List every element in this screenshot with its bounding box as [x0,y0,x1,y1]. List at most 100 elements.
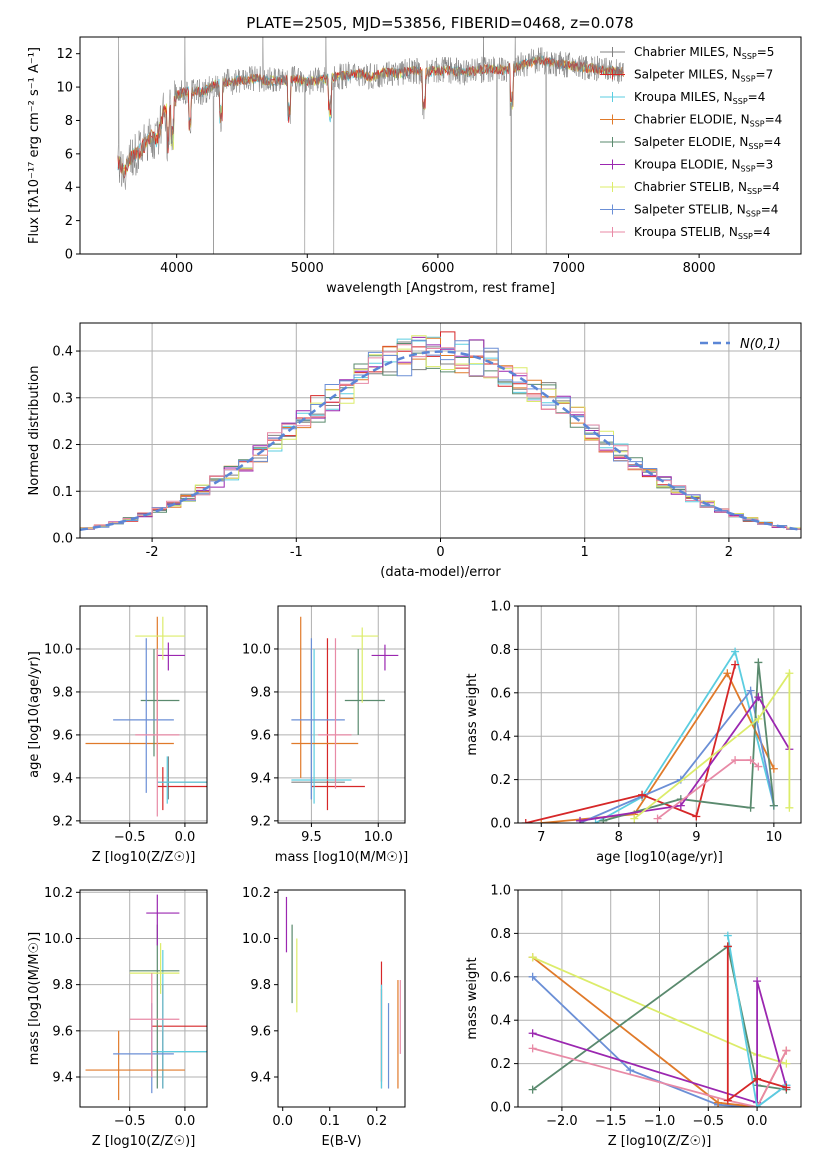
weight-line [726,935,787,1107]
y-tick-label: 6 [65,147,73,162]
x-axis-label: Z [log10(Z/Z☉)] [92,1134,196,1149]
weight-line [726,946,787,1103]
x-axis-label: wavelength [Angstrom, rest frame] [326,281,555,296]
weight-marker [626,1066,635,1075]
x-tick-label: 0.0 [175,830,196,845]
x-tick-label: 0 [436,545,444,560]
panel-weight_vs_Z: −2.0 −1.5 −1.0 −0.5 0.0 0.0 0.2 0.4 0.6 0.8 1.0 Z [… [465,884,802,1149]
weight-marker [521,819,530,823]
figure-title: PLATE=2505, MJD=53856, FIBERID=0468, z=0… [246,14,633,32]
x-tick-label: 0.0 [747,1114,768,1129]
y-tick-label: 0.2 [52,438,73,453]
y-tick-label: 1.0 [490,884,511,899]
y-tick-label: 4 [65,181,73,196]
y-tick-label: 0.4 [52,345,73,360]
y-tick-label: 0.6 [490,970,511,985]
weight-line [579,695,791,822]
x-tick-label: −0.5 [693,1114,725,1129]
x-tick-label: 6000 [421,261,454,276]
y-tick-label: 0.0 [52,532,73,547]
panel-mass_vs_EBV: 0.0 0.1 0.2 9.4 9.6 9.8 10.0 10.2 E(B-V) [242,886,406,1149]
weight-marker [746,803,755,812]
y-tick-label: 10.2 [242,886,271,901]
y-axis-label: mass weight [465,673,480,755]
y-axis-label: Normed distribution [27,366,42,496]
weight-marker [528,1029,537,1038]
x-tick-label: 1 [581,545,589,560]
panel-weight_vs_age: 7 8 9 10 0.0 0.2 0.4 0.6 0.8 1.0 age [log10(age/yr… [465,600,802,865]
weight-marker [591,819,600,823]
y-tick-label: 10.0 [242,642,271,657]
y-tick-label: 0.2 [490,1057,511,1072]
weight-marker [528,972,537,981]
weight-line [657,759,759,820]
y-tick-label: 9.8 [52,978,73,993]
histogram-series [80,344,801,532]
y-tick-label: 0.8 [490,643,511,658]
weight-marker [576,816,585,823]
y-tick-label: 0.3 [52,391,73,406]
weight-marker [753,977,762,986]
y-tick-label: 0.6 [490,686,511,701]
y-tick-label: 0.0 [490,1101,511,1116]
x-tick-label: -1 [290,545,303,560]
weight-marker [746,686,755,695]
y-tick-label: 10.0 [242,932,271,947]
weight-marker [782,1059,791,1068]
y-tick-label: 9.6 [52,1024,73,1039]
y-tick-label: 10.2 [44,886,73,901]
weight-marker [769,764,778,773]
y-tick-label: 0.1 [52,485,73,500]
axes-frame [277,889,406,1108]
panel-residuals: -2 -1 0 1 2 0.0 0.1 0.2 0.3 0.4 (data-model)/error… [27,322,802,580]
y-tick-label: 0.4 [490,1014,511,1029]
weight-marker [754,658,763,667]
weight-marker [731,660,740,669]
x-tick-label: −2.0 [546,1114,578,1129]
weight-marker [528,1044,537,1053]
axes-frame [277,605,406,824]
weight-line [603,662,775,822]
x-tick-label: 4000 [160,261,193,276]
legend-entry: Chabrier ELODIE, NSSP=4 [634,113,782,129]
y-tick-label: 0.4 [490,730,511,745]
panel-mass_vs_Z: −0.5 0.0 9.4 9.6 9.8 10.0 10.2 Z [log10(Z/Z☉)] m… [27,886,208,1149]
weight-marker [537,819,546,823]
y-tick-label: 8 [65,114,73,129]
y-tick-label: 0.2 [490,773,511,788]
weight-marker [723,1096,732,1105]
x-tick-label: 0.2 [366,1114,387,1129]
y-tick-label: 0 [65,248,73,263]
y-tick-label: 9.2 [52,814,73,829]
weight-marker [653,814,662,823]
weight-marker [723,669,732,678]
y-tick-label: 0.8 [490,927,511,942]
plot-layer: 4000 5000 6000 7000 8000024681012wavelength … [27,36,802,1149]
x-tick-label: 10.0 [364,830,393,845]
axes-frame [79,605,208,824]
panel-age_vs_Z: −0.5 0.0 9.2 9.4 9.6 9.8 10.0 Z [log10(Z/Z☉)] ag… [27,605,208,865]
weight-line [579,688,775,823]
y-tick-label: 9.8 [250,685,271,700]
weight-marker [630,814,639,823]
legend-entry: Kroupa ELODIE, NSSP=3 [634,158,773,174]
x-tick-label: 7 [537,830,545,845]
y-axis-label: mass [log10(M/M☉)] [27,932,42,1065]
weight-marker [723,942,732,951]
legend: Chabrier MILES, NSSP=5 Salpeter MILES, NS… [600,45,782,241]
y-tick-label: 10.0 [44,932,73,947]
weight-line [633,670,791,820]
x-axis-label: (data-model)/error [380,565,501,580]
y-tick-label: 9.4 [52,1070,73,1085]
weight-marker [754,762,763,771]
y-tick-label: 9.2 [250,814,271,829]
weight-marker [731,647,740,656]
gaussian-curve [80,350,801,532]
x-tick-label: −1.5 [595,1114,627,1129]
y-tick-label: 9.8 [52,685,73,700]
weight-marker [692,812,701,821]
x-axis-label: age [log10(age/yr)] [596,850,723,865]
y-tick-label: 2 [65,214,73,229]
x-tick-label: 10 [766,830,783,845]
